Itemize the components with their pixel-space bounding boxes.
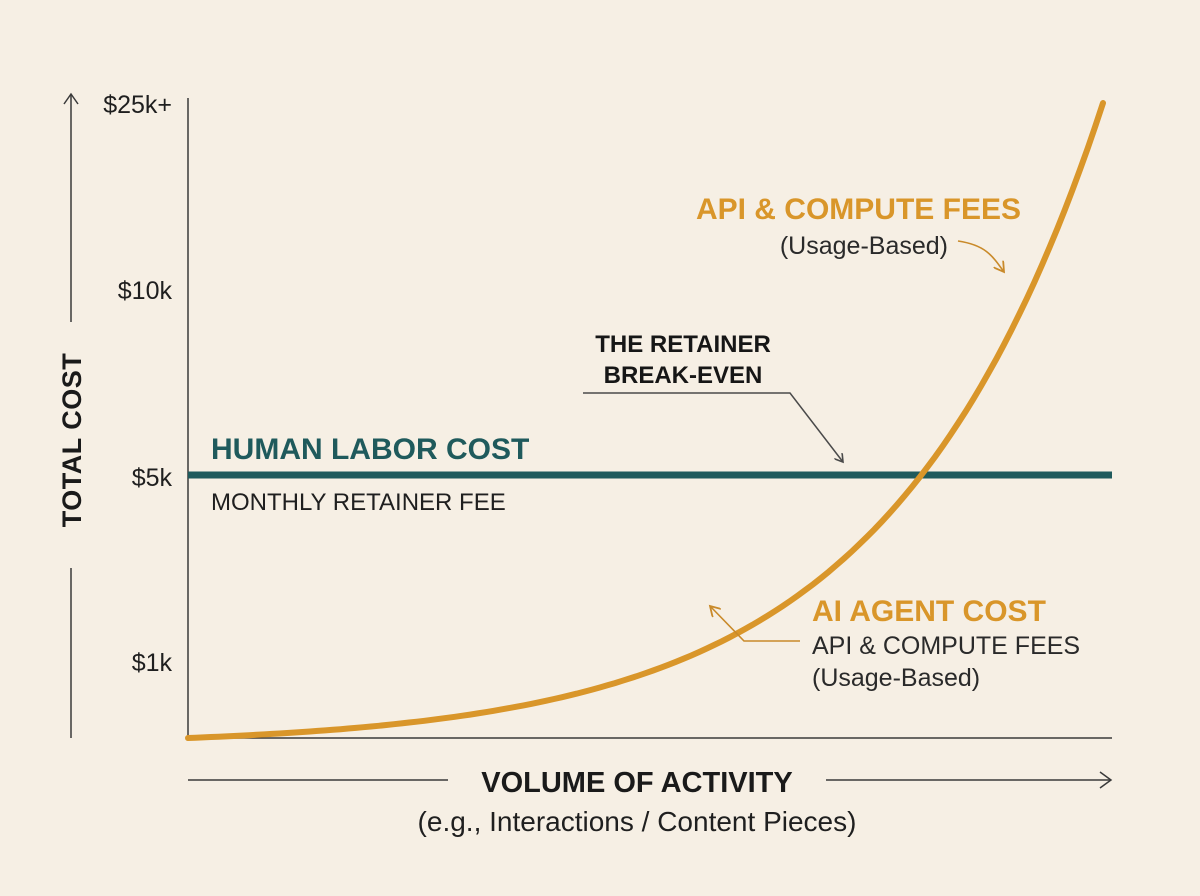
y-axis-arrow-head [63, 92, 79, 105]
ai-agent-sublabel: API & COMPUTE FEES [812, 632, 1080, 660]
human-labor-label: HUMAN LABOR COST [211, 433, 529, 466]
break-even-label: BREAK-EVEN [604, 362, 763, 389]
break-even-pointer [583, 392, 843, 462]
api-fees-label: API & COMPUTE FEES [696, 193, 1021, 226]
ai-agent-cost-curve [185, 100, 1106, 741]
api-fees-sublabel: (Usage-Based) [780, 232, 948, 260]
y-tick-label: $1k [132, 649, 173, 677]
ai-agent-sublabel: (Usage-Based) [812, 664, 980, 692]
ai-agent-label: AI AGENT COST [812, 595, 1046, 628]
x-axis-label: VOLUME OF ACTIVITY [481, 767, 792, 799]
y-tick-label: $5k [132, 464, 173, 492]
api-fees-pointer [957, 240, 1004, 272]
x-label-arrow-head [1099, 771, 1113, 789]
y-axis-label: TOTAL COST [57, 353, 87, 528]
x-axis-sublabel: (e.g., Interactions / Content Pieces) [418, 806, 857, 837]
y-tick-label: $10k [118, 277, 173, 305]
break-even-label: THE RETAINER [595, 331, 771, 358]
human-labor-sublabel: MONTHLY RETAINER FEE [211, 489, 506, 516]
ai-agent-pointer [710, 606, 800, 642]
y-tick-label: $25k+ [103, 91, 172, 119]
